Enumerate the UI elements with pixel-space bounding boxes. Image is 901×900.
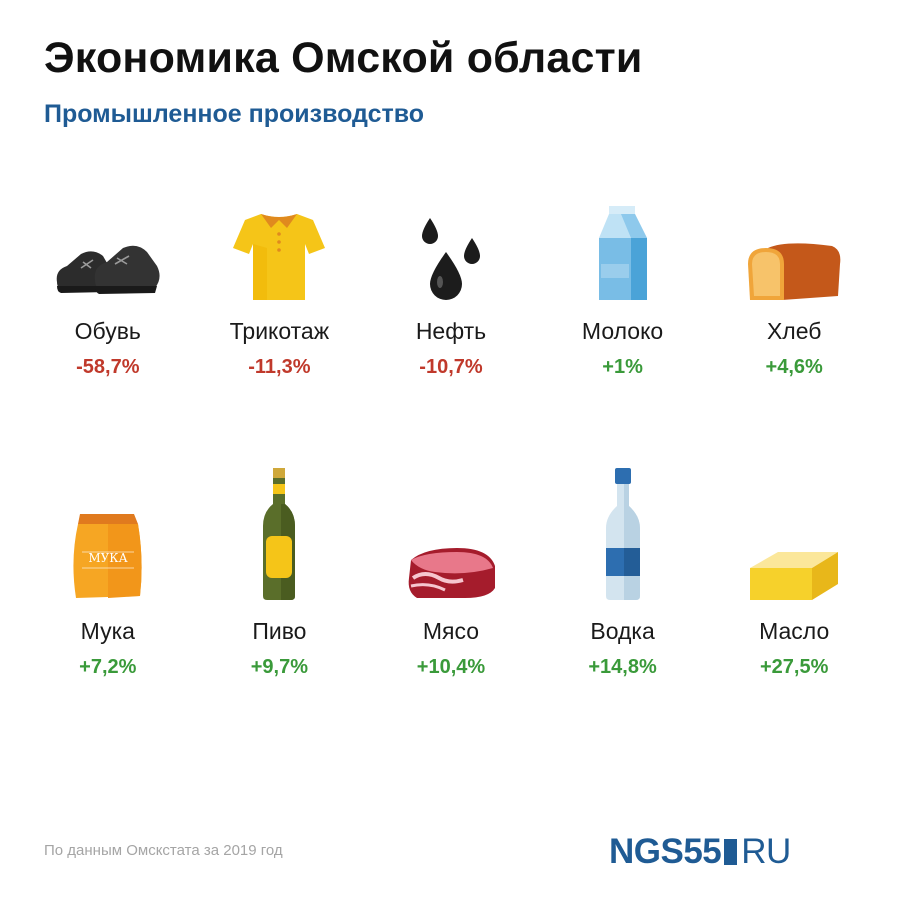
product-change: +27,5% [759,656,829,678]
vodka-bottle-icon [605,468,640,600]
product-label: Мука [80,618,135,644]
product-item: Молоко +1% [537,190,709,490]
product-change: -58,7% [76,356,140,378]
oil-drops-icon [421,218,480,300]
product-label: Трикотаж [229,318,330,344]
product-label: Обувь [74,318,141,344]
butter-icon [750,552,839,600]
product-item: Обувь -58,7% [22,190,194,490]
product-change: +1% [602,356,643,378]
product-item: Трикотаж -11,3% [194,190,366,490]
product-label: Молоко [581,318,664,344]
product-item: МУКА Мука +7,2% [22,490,194,790]
products-grid: Обувь -58,7% Трикотаж -11,3% [22,190,880,790]
bread-icon [748,243,841,300]
page-title: Экономика Омской области [44,34,643,82]
product-change: +10,4% [416,656,486,678]
product-item: Масло +27,5% [708,490,880,790]
product-label: Мясо [422,618,480,644]
product-label: Масло [759,618,830,644]
shoes-icon [56,245,160,294]
product-label: Нефть [415,318,487,344]
logo-suffix-text: RU [741,832,791,871]
meat-icon [408,548,495,598]
beer-bottle-icon [263,468,296,600]
ngs55-logo: NGS55 RU [609,832,791,872]
product-label: Водка [590,618,655,644]
product-item: Нефть -10,7% [365,190,537,490]
milk-carton-icon [598,206,647,300]
product-change: +7,2% [79,656,137,678]
product-change: +9,7% [250,656,309,678]
product-item: Пиво +9,7% [194,468,366,790]
flour-bag-icon: МУКА [73,514,142,598]
product-change: +4,6% [765,356,823,378]
source-note: По данным Омскстата за 2019 год [44,842,283,859]
page-subtitle: Промышленное производство [44,100,425,128]
product-label: Пиво [252,618,307,644]
product-label: Хлеб [766,318,822,344]
product-change: -11,3% [248,356,311,378]
product-item: Хлеб +4,6% [708,190,880,490]
product-change: +14,8% [588,656,657,678]
product-item: Водка +14,8% [537,468,709,790]
flour-bag-text: МУКА [88,551,127,565]
product-item: Мясо +10,4% [365,490,537,790]
product-change: -10,7% [419,356,483,378]
logo-square [724,839,738,865]
logo-main-text: NGS55 [609,832,722,871]
polo-shirt-icon [233,214,326,300]
